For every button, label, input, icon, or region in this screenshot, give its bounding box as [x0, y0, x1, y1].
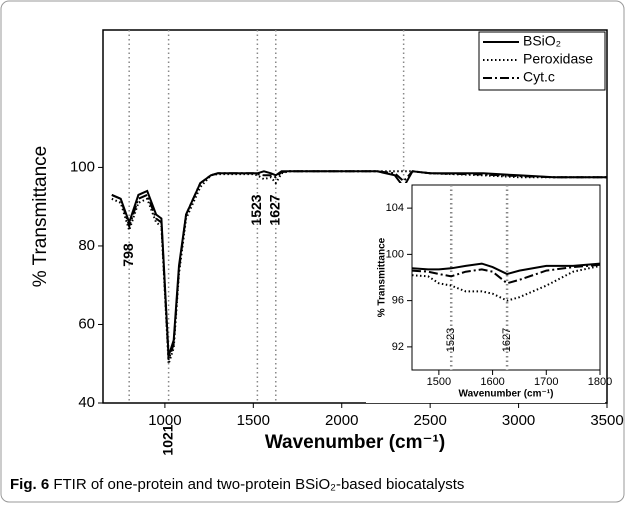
series-line [411, 263, 601, 285]
legend-label: Cyt.c [523, 69, 555, 85]
y-axis-label: % Transmittance [30, 146, 51, 288]
y-tick-label: 100 [386, 248, 404, 260]
x-tick-label: 1500 [237, 412, 270, 429]
y-tick-label: 80 [78, 237, 95, 254]
y-tick-label: 92 [392, 341, 404, 353]
series-line [111, 170, 607, 365]
y-tick-label: 100 [70, 158, 95, 175]
caption-label: Fig. 6 [10, 476, 49, 493]
caption: Fig. 6 FTIR of one-protein and two-prote… [10, 476, 464, 493]
x-tick-label: 3500 [590, 412, 623, 429]
x-tick-label: 1800 [588, 376, 612, 388]
y-tick-label: 96 [392, 295, 404, 307]
y-tick-label: 104 [386, 202, 404, 214]
peak-label: 1523 [445, 328, 457, 352]
series-line [411, 262, 601, 276]
plot-frame [102, 29, 608, 404]
x-axis-label: Wavenumber (cm⁻¹) [459, 389, 554, 400]
x-axis-label: Wavenumber (cm⁻¹) [265, 432, 445, 453]
peak-label: 798 [120, 243, 136, 267]
legend-label: BSiO₂ [523, 33, 561, 49]
peak-label: 1627 [501, 328, 513, 352]
x-tick-label: 2000 [325, 412, 358, 429]
peak-label: 1627 [266, 194, 282, 225]
caption-text: FTIR of one-protein and two-protein BSiO… [53, 476, 464, 493]
x-tick-label: 1600 [480, 376, 504, 388]
legend-label: Peroxidase [523, 51, 593, 67]
series-line [111, 170, 607, 361]
y-axis-label: % Transmittance [377, 237, 388, 317]
x-tick-label: 3000 [502, 412, 535, 429]
y-tick-label: 40 [78, 394, 95, 411]
x-tick-label: 2500 [413, 412, 446, 429]
y-tick-label: 60 [78, 315, 95, 332]
peak-label: 1523 [248, 194, 264, 225]
peak-label: 1021 [159, 424, 175, 455]
series-line [111, 170, 607, 357]
x-tick-label: 1700 [534, 376, 558, 388]
x-tick-label: 1500 [427, 376, 451, 388]
x-tick-label: 1000 [148, 412, 181, 429]
